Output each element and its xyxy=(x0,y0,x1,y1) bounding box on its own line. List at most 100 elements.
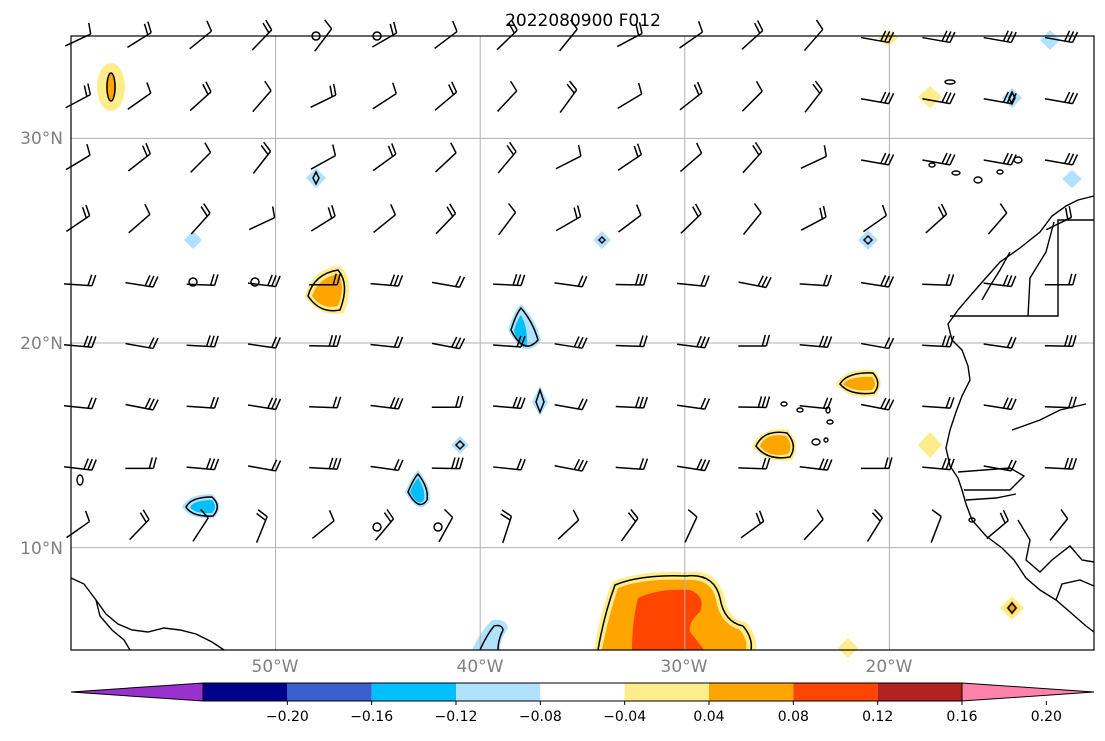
wind-barb xyxy=(500,509,513,544)
contour-line xyxy=(106,72,116,102)
wind-barb xyxy=(738,396,771,409)
negative-contour-core xyxy=(190,500,215,514)
wind-barbs xyxy=(63,19,1079,544)
map-panel xyxy=(63,19,1095,658)
wind-barb xyxy=(248,206,276,231)
wind-barb xyxy=(1044,457,1078,470)
negative-contour-patch xyxy=(1062,170,1082,188)
wind-barb xyxy=(374,509,395,541)
wind-barb xyxy=(925,203,948,234)
colorbar-tick-label: 0.08 xyxy=(778,709,809,725)
wind-barb xyxy=(498,202,517,236)
wind-barb xyxy=(983,152,1017,166)
colorbar-tick-label: 0.16 xyxy=(946,709,977,725)
gridlines xyxy=(71,36,1094,650)
positive-contour-patch xyxy=(918,432,942,458)
wind-barb xyxy=(557,509,580,540)
contour-line xyxy=(479,624,504,651)
wind-barb xyxy=(125,457,158,470)
colorbar-tick-label: −0.20 xyxy=(266,709,309,725)
wind-barb xyxy=(311,510,335,539)
wind-barb xyxy=(434,20,458,50)
negative-contour-patch xyxy=(451,436,469,454)
contour-line xyxy=(407,472,429,506)
country-border xyxy=(950,219,1094,317)
wind-barb xyxy=(618,204,642,233)
wind-barb xyxy=(983,91,1017,105)
wind-barb xyxy=(370,397,404,410)
wind-barb xyxy=(493,458,526,471)
lat-label-20n: 20°N xyxy=(20,334,63,354)
contour-line xyxy=(597,235,607,245)
country-border xyxy=(1055,579,1095,601)
colorbar-tick-label: 0.20 xyxy=(1031,709,1062,725)
wind-barb xyxy=(930,509,942,543)
wind-barb xyxy=(309,457,342,470)
wind-barb xyxy=(679,81,703,111)
island xyxy=(826,419,834,425)
wind-barb xyxy=(435,203,457,235)
wind-barb xyxy=(922,396,955,409)
wind-barb xyxy=(922,91,956,105)
colorbar-outline xyxy=(202,682,963,702)
wind-barb xyxy=(554,336,588,349)
negative-contour-patch xyxy=(1040,30,1060,50)
wind-barb xyxy=(922,274,955,287)
negative-contour-patch xyxy=(532,386,548,416)
country-border xyxy=(1017,519,1095,573)
contour-lines xyxy=(106,72,1017,651)
wind-barb xyxy=(314,19,333,52)
wind-barb xyxy=(496,19,518,51)
wind-barb xyxy=(127,82,152,110)
wind-barb xyxy=(803,509,824,541)
wind-barb xyxy=(803,19,824,52)
wind-barb xyxy=(804,80,823,113)
wind-barb xyxy=(799,397,833,410)
wind-barb xyxy=(63,335,97,348)
colorbar-tick-label: −0.08 xyxy=(519,709,562,725)
positive-contour-core xyxy=(760,435,791,455)
wind-barb xyxy=(309,396,342,409)
wind-barb xyxy=(310,205,336,232)
wind-barb xyxy=(559,80,578,113)
country-border xyxy=(957,467,1026,491)
wind-barb xyxy=(247,397,282,411)
negative-contour-patch xyxy=(306,168,326,188)
wind-barb xyxy=(983,459,1017,472)
wind-barb xyxy=(922,30,956,44)
colorbar-ticks: −0.20 −0.16 −0.12 −0.08 −0.04 0.04 0.08 0.12 0.1… xyxy=(266,701,1062,725)
negative-contour-patch xyxy=(858,230,878,250)
wind-barb xyxy=(372,21,398,48)
wind-barb xyxy=(247,459,282,472)
island xyxy=(780,401,788,407)
island xyxy=(968,517,976,523)
colorbar-segment xyxy=(793,683,878,701)
colorbar-tick-label: −0.04 xyxy=(603,709,646,725)
wind-barb xyxy=(860,457,893,470)
wind-barb xyxy=(247,336,281,349)
wind-barb xyxy=(555,144,582,170)
wind-barb xyxy=(434,81,458,111)
negative-contour-core xyxy=(410,478,425,503)
wind-barb xyxy=(64,458,97,471)
contour-line xyxy=(1007,601,1017,615)
wind-barb xyxy=(741,20,764,50)
wind-barb xyxy=(617,143,643,171)
wind-barb xyxy=(370,459,404,472)
wind-barb xyxy=(860,275,895,288)
wind-barb xyxy=(1049,509,1069,541)
wind-barb xyxy=(559,19,578,52)
wind-barb xyxy=(1045,206,1073,231)
wind-barb xyxy=(190,142,212,173)
wind-barb xyxy=(127,142,152,172)
wind-barb xyxy=(65,204,91,233)
wind-barb xyxy=(922,335,955,348)
wind-barb xyxy=(615,335,648,348)
island xyxy=(76,474,84,486)
wind-barb xyxy=(497,141,517,174)
colorbar-segment xyxy=(287,683,372,701)
wind-barb xyxy=(983,397,1017,411)
wind-barb xyxy=(615,273,648,286)
positive-contour-core xyxy=(1006,601,1018,615)
negative-contour-patch xyxy=(593,231,611,249)
